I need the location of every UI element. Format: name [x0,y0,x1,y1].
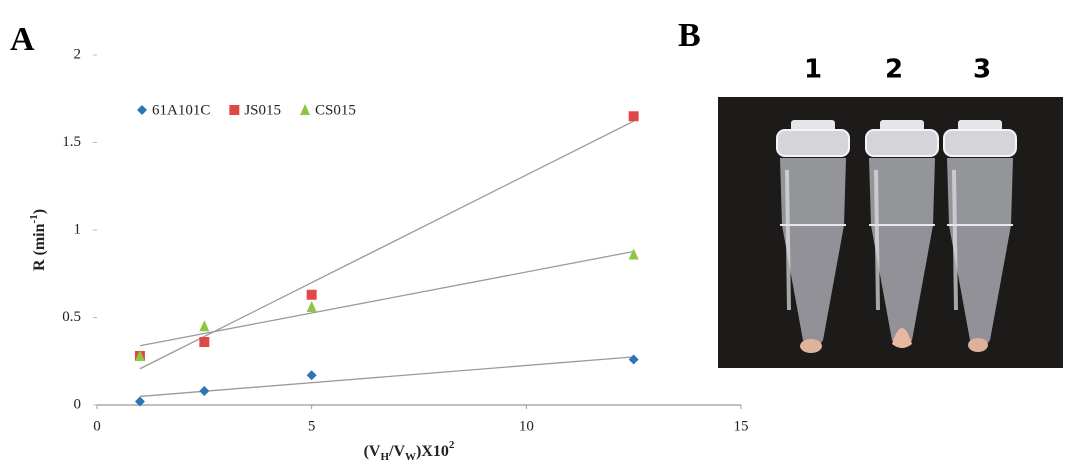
marker [199,337,210,347]
y-tick-label: 2 [74,46,82,62]
marker [199,320,210,332]
y-axis-label-part: ) [31,209,48,214]
legend-marker [137,105,147,115]
x-axis-label-part: W [405,451,416,463]
x-axis-label-part: H [380,451,389,463]
y-tick-label: 0 [74,396,82,412]
legend-marker [300,104,311,115]
y-tick-label: 0.5 [62,309,81,325]
legend-label: CS015 [315,102,356,118]
marker [306,301,317,312]
y-tick-label: 1.5 [62,134,81,150]
marker [199,386,210,396]
x-axis-label: (VH/VW)X102 [364,439,455,463]
x-tick-label: 5 [308,418,316,434]
y-tick-label: 1 [74,221,82,237]
legend-marker [229,105,240,115]
panel-label: A [10,21,35,58]
trendline [139,356,634,398]
marker [628,248,639,260]
photo [718,97,1063,368]
tube-label: 2 [885,55,903,85]
y-axis-label-part: R (min [31,223,48,271]
marker [134,350,145,361]
x-tick-label: 0 [93,418,101,434]
tube-label: 3 [973,55,991,85]
panel-label: B [678,17,701,54]
marker [134,396,145,407]
legend-label: JS015 [244,102,281,118]
marker [628,111,639,122]
trendline [139,250,634,347]
trendline [139,120,634,370]
x-axis-label-part: 2 [449,439,455,451]
marker [628,354,639,365]
x-tick-label: 15 [734,418,749,434]
x-axis-label-part: /V [388,443,405,460]
marker [306,289,317,300]
x-axis-label-part: )X10 [416,443,449,460]
marker [306,370,317,381]
x-tick-label: 10 [519,418,534,434]
y-axis-label: R (min-1) [28,209,48,271]
x-axis-label-part: (V [364,443,381,460]
legend-label: 61A101C [152,102,210,118]
tube-label: 1 [804,55,822,85]
y-axis-label-part: -1 [28,214,40,223]
